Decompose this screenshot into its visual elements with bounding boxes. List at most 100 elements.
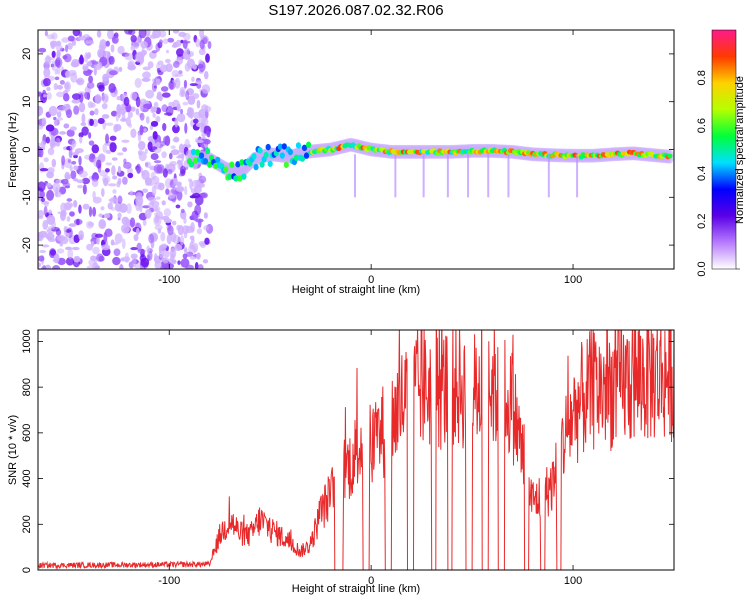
spectrogram-noise-mark <box>89 118 94 127</box>
spectrogram-heatmap <box>38 30 674 269</box>
spectrogram-noise-mark <box>115 111 120 122</box>
spectrogram-noise-mark <box>135 227 140 236</box>
spectrogram-noise-mark <box>70 170 77 180</box>
spectrogram-noise-mark <box>122 176 128 185</box>
spectrogram-noise-mark <box>90 240 95 247</box>
spectrogram-noise-mark <box>141 188 149 193</box>
spectrogram-noise-mark <box>145 161 152 169</box>
spectrogram-streak <box>394 154 397 198</box>
spectrogram-noise-mark <box>81 113 86 124</box>
spectrogram-noise-mark <box>67 42 73 50</box>
spectrogram-noise-mark <box>96 253 104 262</box>
spectrogram-noise-mark <box>169 161 178 167</box>
spectrogram-noise-mark <box>152 130 158 140</box>
spectrogram-ridge-mark <box>190 148 197 156</box>
spectrogram-noise-mark <box>187 201 193 208</box>
spectrogram-noise-mark <box>154 212 158 217</box>
spectrogram-noise-mark <box>78 170 88 178</box>
spectrogram-noise-mark <box>173 136 180 143</box>
spectrogram-noise-mark <box>78 56 85 65</box>
spectrogram-noise-mark <box>166 234 172 245</box>
spectrogram-noise-mark <box>154 224 163 231</box>
x-tick-label: -100 <box>158 274 180 286</box>
spectrogram-noise-mark <box>171 79 179 83</box>
spectrogram-noise-mark <box>109 142 117 153</box>
spectrogram-noise-mark <box>143 128 147 133</box>
x-tick-label: 0 <box>368 575 374 587</box>
spectrogram-noise-mark <box>178 143 184 154</box>
spectrogram-ridge-mark <box>303 152 310 159</box>
spectrogram-noise-mark <box>151 49 158 54</box>
spectrogram-noise-mark <box>94 93 102 105</box>
spectrogram-noise-mark <box>76 179 84 184</box>
spectrogram-noise-mark <box>127 111 133 119</box>
spectrogram-noise-mark <box>64 44 69 53</box>
spectrogram-y-label: Frequency (Hz) <box>7 112 19 188</box>
spectrogram-noise-mark <box>194 261 199 269</box>
spectrogram-noise-mark <box>150 106 156 114</box>
spectrogram-noise-mark <box>188 51 194 57</box>
spectrogram-noise-mark <box>194 204 202 216</box>
spectrogram-ridge-mark <box>207 161 213 168</box>
spectrogram-noise-mark <box>82 65 89 72</box>
spectrogram-noise-mark <box>82 184 87 195</box>
spectrogram-noise-mark <box>80 122 87 127</box>
spectrogram-noise-mark <box>170 149 180 156</box>
snr-series-line <box>38 330 674 570</box>
spectrogram-noise-mark <box>59 79 65 85</box>
spectrogram-noise-mark <box>38 230 48 238</box>
spectrogram-noise-mark <box>71 99 81 104</box>
spectrogram-noise-mark <box>142 219 147 227</box>
spectrogram-noise-mark <box>195 122 203 128</box>
spectrogram-ridge-mark <box>227 173 233 180</box>
spectrogram-noise-mark <box>117 45 125 55</box>
y-tick-label: 400 <box>21 469 33 487</box>
spectrogram-noise-mark <box>55 44 63 52</box>
colorbar-tick-label: 0.4 <box>696 166 708 181</box>
spectrogram-ridge-mark <box>259 161 265 168</box>
spectrogram-noise-mark <box>122 147 128 152</box>
spectrogram-noise-mark <box>122 226 130 234</box>
spectrogram-noise-mark <box>183 247 188 253</box>
spectrogram-noise-mark <box>109 196 119 204</box>
spectrogram-noise-mark <box>43 206 48 216</box>
spectrogram-noise-mark <box>40 140 46 150</box>
spectrogram-noise-mark <box>135 108 140 116</box>
spectrogram-noise-mark <box>129 217 136 228</box>
spectrogram-noise-mark <box>86 61 93 67</box>
spectrogram-noise-mark <box>41 244 50 248</box>
spectrogram-noise-mark <box>71 246 80 251</box>
x-tick-label: -100 <box>158 575 180 587</box>
spectrogram-noise-mark <box>67 35 75 42</box>
spectrogram-noise-mark <box>172 41 178 48</box>
spectrogram-noise-mark <box>63 123 70 129</box>
spectrogram-ridge-mark <box>198 152 205 159</box>
spectrogram-noise-mark <box>125 104 132 113</box>
colorbar-tick-label: 0.6 <box>696 118 708 133</box>
spectrogram-noise-mark <box>55 186 59 198</box>
spectrogram-noise-mark <box>168 101 175 107</box>
spectrogram-noise-mark <box>185 90 190 101</box>
spectrogram-noise-mark <box>41 117 47 127</box>
spectrogram-noise-mark <box>43 67 51 78</box>
spectrogram-noise-mark <box>38 124 44 130</box>
spectrogram-noise-mark <box>165 49 170 54</box>
spectrogram-ridge-mark <box>263 151 269 159</box>
spectrogram-noise-mark <box>87 40 94 45</box>
y-tick-label: 800 <box>21 378 33 396</box>
spectrogram-noise-mark <box>130 253 138 259</box>
spectrogram-noise-mark <box>57 257 66 266</box>
spectrogram-noise-mark <box>63 226 67 233</box>
spectrogram-noise-mark <box>92 190 96 200</box>
spectrogram-noise-mark <box>94 108 99 116</box>
spectrogram-noise-mark <box>105 122 114 126</box>
spectrogram-noise-mark <box>45 124 55 132</box>
spectrogram-noise-mark <box>114 233 123 244</box>
figure-title: S197.2026.087.02.32.R06 <box>268 2 443 19</box>
spectrogram-noise-mark <box>56 91 65 98</box>
spectrogram-noise-mark <box>145 30 151 38</box>
snr-y-label: SNR (10 * v/v) <box>7 415 19 485</box>
spectrogram-noise-mark <box>130 106 136 112</box>
spectrogram-noise-mark <box>159 64 168 73</box>
snr-frame <box>37 329 675 571</box>
